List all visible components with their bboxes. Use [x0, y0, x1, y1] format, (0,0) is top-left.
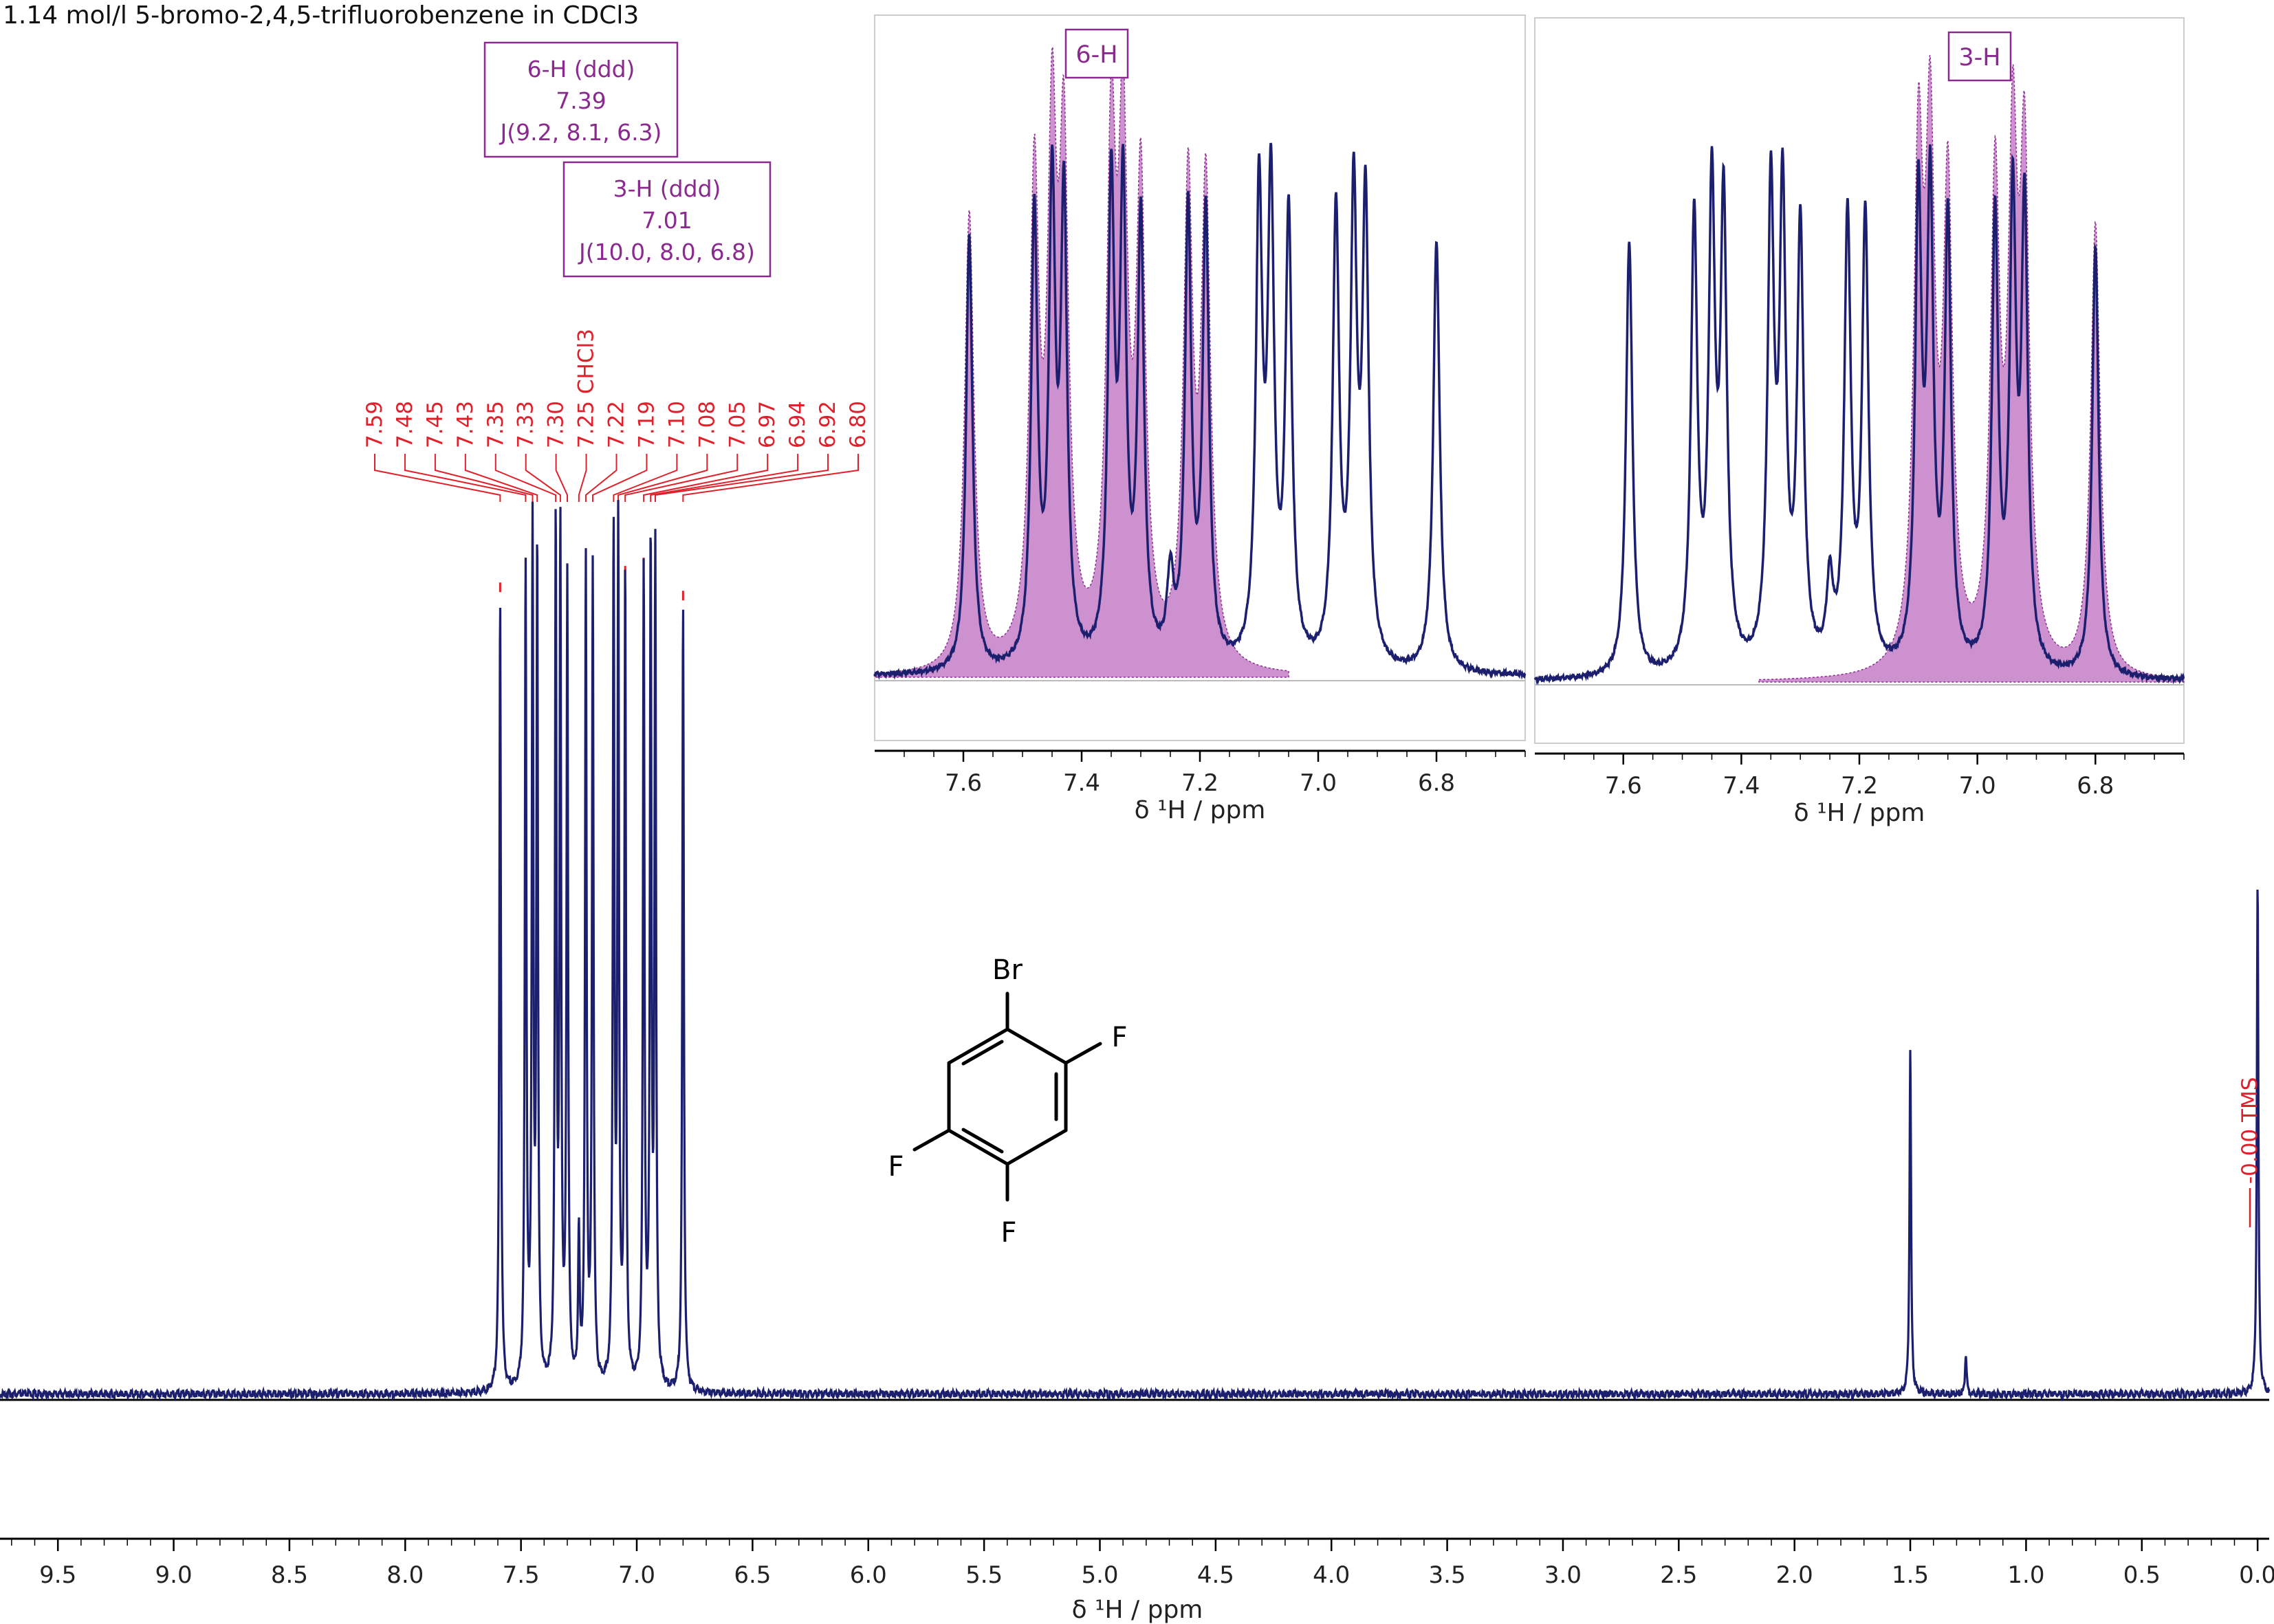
svg-text:6.94: 6.94: [785, 401, 810, 448]
inset-6h-x-axis-label: δ ¹H / ppm: [1135, 796, 1266, 824]
main-x-tick-label: 3.0: [1544, 1561, 1582, 1589]
multiplet-box-3h: 3-H (ddd) 7.01 J(10.0, 8.0, 6.8): [562, 161, 772, 278]
svg-text:7.25 CHCl3: 7.25 CHCl3: [574, 329, 599, 448]
inset-3h: 7.6 7.4 7.2 7.0 6.8 3-H δ ¹H / ppm: [1533, 17, 2185, 827]
inset-x-tick-label: 7.2: [1841, 772, 1878, 800]
atom-br: Br: [992, 954, 1023, 986]
spectrum-title: 1.14 mol/l 5-bromo-2,4,5-trifluorobenzen…: [3, 1, 639, 30]
svg-text:7.30: 7.30: [544, 401, 569, 448]
main-x-tick-label: 0.0: [2239, 1561, 2274, 1589]
tms-peak-label: -0.00 TMS: [2238, 1077, 2262, 1227]
peak-label: 7.22: [584, 401, 629, 568]
main-x-tick-label: 6.5: [734, 1561, 771, 1589]
main-x-axis-label: δ ¹H / ppm: [1072, 1596, 1203, 1624]
molecule-structure: Br F F F: [888, 954, 1127, 1249]
main-x-tick-label: 2.0: [1776, 1561, 1813, 1589]
peak-label: 7.45: [423, 401, 534, 542]
peak-label: 6.80: [681, 401, 871, 601]
main-x-ticks: 9.5 9.0 8.5 8.0 7.5 7.0 6.5 6.0 5.5 5.0 4.5 4.0 3.5 3…: [11, 1539, 2274, 1589]
inset-3h-x-ticks: 7.6 7.4 7.2 7.0 6.8: [1564, 754, 2185, 800]
main-x-tick-label: 5.5: [965, 1561, 1003, 1589]
main-x-tick-label: 1.0: [2007, 1561, 2044, 1589]
inset-x-tick-label: 6.8: [1418, 769, 1455, 797]
main-x-tick-label: 7.0: [618, 1561, 655, 1589]
main-x-tick-label: 9.5: [39, 1561, 76, 1589]
inset-6h-x-ticks: 7.6 7.4 7.2 7.0 6.8: [904, 751, 1526, 797]
inset-6h-label: 6-H: [1075, 41, 1117, 69]
multiplet-3h-shift: 7.01: [642, 207, 692, 234]
inset-3h-x-axis-label: δ ¹H / ppm: [1794, 799, 1925, 827]
svg-text:7.59: 7.59: [362, 401, 387, 448]
multiplet-6h-shift: 7.39: [556, 87, 606, 114]
peak-label: 7.05: [624, 401, 750, 576]
inset-x-tick-label: 7.4: [1723, 772, 1760, 800]
peak-label: 7.08: [617, 401, 719, 542]
inset-x-tick-label: 7.6: [945, 769, 982, 797]
svg-text:7.05: 7.05: [725, 401, 750, 448]
svg-text:7.48: 7.48: [393, 401, 417, 448]
svg-text:6.92: 6.92: [816, 401, 840, 448]
inset-6h-spectrum-line: [873, 142, 1527, 681]
multiplet-6h-j: J(9.2, 8.1, 6.3): [499, 119, 662, 146]
multiplet-6h-name: 6-H (ddd): [527, 56, 635, 83]
atom-f-4: F: [888, 1151, 904, 1183]
main-x-tick-label: 7.5: [503, 1561, 540, 1589]
main-x-tick-label: 6.0: [850, 1561, 887, 1589]
svg-text:7.22: 7.22: [604, 401, 629, 448]
inset-x-tick-label: 7.2: [1181, 769, 1218, 797]
svg-text:7.19: 7.19: [634, 401, 659, 448]
main-spectrum-line: [0, 500, 2271, 1402]
peak-label: 6.92: [654, 401, 840, 559]
peak-labels: 7.59 7.48 7.45 7.43 7.35 7.33 7.30 7.25 CHCl3 7.…: [362, 329, 871, 1239]
main-x-tick-label: 0.5: [2123, 1561, 2161, 1589]
inset-3h-spectrum-line: [1533, 144, 2185, 685]
inset-x-tick-label: 7.4: [1063, 769, 1100, 797]
main-x-tick-label: 2.5: [1660, 1561, 1697, 1589]
inset-x-tick-label: 7.6: [1605, 772, 1642, 800]
atom-f-5: F: [1001, 1217, 1016, 1249]
inset-x-tick-label: 6.8: [2077, 772, 2114, 800]
svg-text:7.10: 7.10: [664, 401, 689, 448]
atom-f-2: F: [1111, 1022, 1127, 1053]
svg-text:7.35: 7.35: [483, 401, 508, 448]
svg-text:7.08: 7.08: [695, 401, 719, 448]
inset-x-tick-label: 7.0: [1959, 772, 1996, 800]
peak-label: 7.35: [483, 401, 557, 534]
peak-label: 7.19: [591, 401, 659, 568]
main-x-tick-label: 9.0: [155, 1561, 193, 1589]
inset-6h-multiplet-fill: [874, 45, 1289, 678]
main-x-tick-label: 4.5: [1197, 1561, 1234, 1589]
multiplet-3h-j: J(10.0, 8.0, 6.8): [578, 239, 755, 265]
peak-label: 6.94: [649, 401, 810, 559]
inset-x-tick-label: 7.0: [1300, 769, 1337, 797]
inset-3h-label: 3-H: [1958, 44, 2000, 72]
main-x-tick-label: 4.0: [1313, 1561, 1350, 1589]
main-x-tick-label: 8.0: [386, 1561, 424, 1589]
main-x-tick-label: 1.5: [1892, 1561, 1929, 1589]
peak-label: 7.30: [544, 401, 569, 584]
peak-label: 7.25 CHCl3: [574, 329, 599, 1239]
svg-text:6.97: 6.97: [755, 401, 780, 448]
main-x-tick-label: 5.0: [1081, 1561, 1118, 1589]
inset-6h: 7.6 7.4 7.2 7.0 6.8 6-H δ ¹H / ppm: [873, 14, 1527, 824]
tms-label-text: -0.00 TMS: [2238, 1077, 2262, 1184]
main-x-tick-label: 3.5: [1429, 1561, 1466, 1589]
svg-text:7.33: 7.33: [514, 401, 538, 448]
svg-text:7.45: 7.45: [423, 401, 448, 448]
multiplet-box-6h: 6-H (ddd) 7.39 J(9.2, 8.1, 6.3): [483, 41, 679, 158]
main-x-tick-label: 8.5: [271, 1561, 308, 1589]
svg-text:7.43: 7.43: [453, 401, 478, 448]
svg-text:6.80: 6.80: [846, 401, 871, 448]
peak-label: 7.48: [393, 401, 527, 568]
peak-label: 7.59: [362, 401, 501, 593]
multiplet-3h-name: 3-H (ddd): [613, 175, 721, 202]
